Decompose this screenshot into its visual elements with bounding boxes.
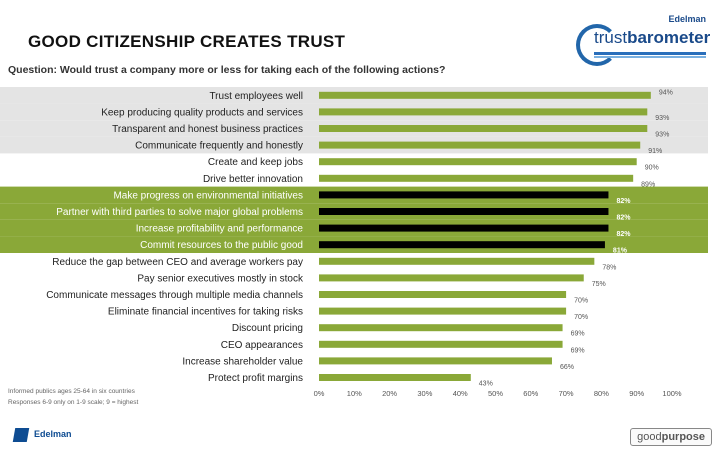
bar	[319, 191, 609, 199]
value-label: 82%	[616, 231, 631, 238]
category-label: Partner with third parties to solve majo…	[56, 207, 303, 218]
x-tick-label: 10%	[347, 389, 362, 398]
category-label: Make progress on environmental initiativ…	[113, 190, 303, 201]
x-tick-label: 60%	[523, 389, 538, 398]
category-label: CEO appearances	[221, 340, 303, 351]
edelman-wordmark: Edelman	[34, 429, 72, 439]
x-tick-label: 100%	[662, 389, 682, 398]
logo-name: trustbarometer	[594, 28, 710, 48]
bar	[319, 340, 563, 348]
category-label: Communicate frequently and honestly	[135, 141, 303, 152]
value-label: 66%	[560, 364, 574, 371]
bar	[319, 224, 609, 232]
category-label: Transparent and honest business practice…	[112, 124, 303, 135]
bar	[319, 274, 584, 282]
edelman-logo: Edelman	[12, 428, 94, 444]
value-label: 82%	[616, 215, 631, 222]
goodpurpose-bold: purpose	[661, 431, 705, 443]
value-label: 91%	[648, 148, 662, 155]
x-tick-label: 20%	[382, 389, 397, 398]
bar	[319, 125, 648, 132]
logo-name-light: trust	[594, 28, 628, 47]
logo-circle-icon	[576, 24, 618, 66]
x-tick-label: 40%	[453, 389, 468, 398]
bar	[319, 324, 563, 332]
value-label: 70%	[574, 298, 588, 305]
category-label: Protect profit margins	[208, 373, 303, 384]
category-label: Create and keep jobs	[208, 157, 303, 168]
goodpurpose-light: good	[637, 431, 662, 443]
value-label: 43%	[479, 381, 493, 388]
value-label: 94%	[659, 89, 673, 96]
note-sample: Informed publics ages 25-64 in six count…	[8, 388, 135, 395]
value-label: 93%	[655, 115, 669, 122]
bar	[319, 307, 567, 315]
bar	[319, 174, 634, 182]
x-tick-label: 90%	[629, 389, 644, 398]
x-tick-label: 80%	[594, 389, 609, 398]
bar	[319, 158, 637, 166]
bar	[319, 257, 595, 265]
bar	[319, 91, 651, 99]
logo-brand-text: Edelman	[668, 14, 706, 24]
bar	[319, 374, 471, 381]
logo-underline	[594, 52, 706, 55]
category-label: Drive better innovation	[203, 174, 303, 185]
trustbarometer-logo: Edelman trustbarometer	[576, 14, 710, 72]
value-label: 82%	[616, 198, 631, 205]
bar	[319, 291, 567, 298]
value-label: 69%	[571, 347, 585, 354]
category-label: Commit resources to the public good	[140, 240, 303, 251]
page-title: GOOD CITIZENSHIP CREATES TRUST	[28, 32, 346, 51]
value-label: 70%	[574, 314, 588, 321]
bar	[319, 241, 605, 249]
category-label: Pay senior executives mostly in stock	[137, 273, 304, 284]
x-tick-label: 0%	[314, 389, 325, 398]
category-label: Increase profitability and performance	[136, 224, 304, 235]
bar	[319, 108, 648, 116]
category-label: Eliminate financial incentives for takin…	[108, 307, 303, 318]
value-label: 81%	[613, 248, 628, 255]
bar	[319, 357, 552, 365]
logo-underline-light	[594, 56, 706, 58]
value-label: 90%	[645, 165, 659, 172]
x-tick-label: 50%	[488, 389, 503, 398]
x-tick-label: 70%	[559, 389, 574, 398]
goodpurpose-logo: goodpurpose	[630, 428, 712, 446]
edelman-mark-icon	[12, 428, 30, 442]
note-scale: Responses 6-9 only on 1-9 scale; 9 = hig…	[8, 399, 139, 406]
value-label: 93%	[655, 132, 669, 139]
value-label: 78%	[602, 264, 616, 271]
category-label: Discount pricing	[232, 323, 303, 334]
category-label: Trust employees well	[209, 91, 303, 102]
value-label: 75%	[592, 281, 606, 288]
value-label: 89%	[641, 181, 655, 188]
value-label: 69%	[571, 331, 585, 338]
bar	[319, 208, 609, 215]
survey-question: Question: Would trust a company more or …	[8, 64, 446, 76]
logo-name-bold: barometer	[627, 28, 711, 47]
category-label: Increase shareholder value	[182, 356, 303, 367]
x-tick-label: 30%	[417, 389, 432, 398]
category-label: Keep producing quality products and serv…	[101, 107, 303, 118]
category-label: Reduce the gap between CEO and average w…	[52, 257, 303, 268]
category-label: Communicate messages through multiple me…	[46, 290, 303, 301]
bar	[319, 141, 641, 149]
